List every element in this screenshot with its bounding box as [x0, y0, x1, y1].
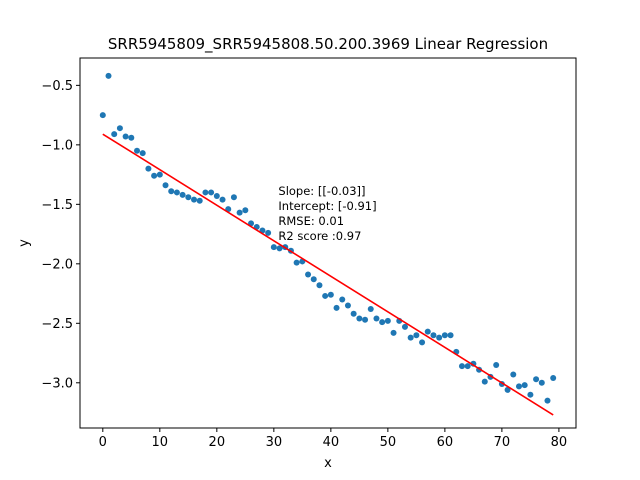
scatter-point [344, 302, 351, 309]
scatter-point [538, 379, 545, 386]
scatter-point [162, 182, 169, 189]
scatter-point [521, 382, 528, 389]
scatter-point [219, 196, 226, 203]
plot-frame [79, 57, 577, 429]
scatter-point [515, 383, 522, 390]
scatter-point [493, 361, 500, 368]
scatter-point [436, 334, 443, 341]
scatter-point [441, 332, 448, 339]
scatter-point [339, 296, 346, 303]
plot-area [80, 58, 576, 428]
scatter-point [276, 245, 283, 252]
scatter-point [270, 244, 277, 251]
scatter-point [128, 134, 135, 141]
scatter-point [236, 209, 243, 216]
scatter-point [293, 259, 300, 266]
scatter-point [333, 304, 340, 311]
scatter-point [527, 391, 534, 398]
scatter-point [464, 363, 471, 370]
chart-marks [99, 72, 557, 416]
scatter-point [230, 194, 237, 201]
regression-stats-annotation: Slope: [[-0.03]]Intercept: [-0.91]RMSE: … [278, 184, 376, 243]
scatter-point [134, 147, 141, 154]
scatter-point [401, 323, 408, 330]
x-tick-label: 10 [152, 435, 169, 450]
scatter-point [379, 319, 386, 326]
scatter-point [533, 376, 540, 383]
scatter-point [116, 125, 123, 132]
x-tick-label: 30 [266, 435, 283, 450]
annotation-line: R2 score :0.97 [278, 229, 361, 243]
annotation-line: Intercept: [-0.91] [278, 199, 376, 213]
scatter-point [305, 271, 312, 278]
scatter-point [179, 191, 186, 198]
scatter-point [510, 371, 517, 378]
scatter-point [447, 332, 454, 339]
scatter-point [384, 317, 391, 324]
scatter-point [481, 378, 488, 385]
scatter-point [419, 339, 426, 346]
scatter-point [168, 188, 175, 195]
y-tick-label: −2.5 [41, 317, 73, 332]
x-axis-label: x [324, 456, 332, 471]
scatter-point [424, 328, 431, 335]
scatter-point [156, 171, 163, 178]
scatter-point [213, 193, 220, 200]
chart-title: SRR5945809_SRR5945808.50.200.3969 Linear… [108, 35, 548, 54]
scatter-point [151, 172, 158, 179]
scatter-point [544, 397, 551, 404]
scatter-point [504, 386, 511, 393]
scatter-point [310, 276, 317, 283]
scatter-point [367, 306, 374, 313]
x-tick-label: 20 [209, 435, 226, 450]
regression-line [102, 133, 554, 416]
scatter-point [111, 131, 118, 138]
scatter-point [202, 189, 209, 196]
scatter-point [356, 315, 363, 322]
scatter-point [105, 72, 112, 79]
scatter-point [208, 189, 215, 196]
scatter-point [185, 194, 192, 201]
scatter-point [362, 316, 369, 323]
scatter-point [173, 189, 180, 196]
scatter-point [322, 292, 329, 299]
scatter-point [191, 196, 198, 203]
y-tick-label: −3.0 [41, 376, 73, 391]
annotation-line: Slope: [[-0.03]] [278, 184, 365, 198]
x-tick-label: 0 [99, 435, 107, 450]
y-tick-label: −1.0 [41, 138, 73, 153]
x-tick-label: 70 [494, 435, 511, 450]
scatter-point [550, 375, 557, 382]
scatter-point [139, 150, 146, 157]
x-tick-label: 60 [437, 435, 454, 450]
y-tick-label: −2.0 [41, 257, 73, 272]
annotation-line: RMSE: 0.01 [278, 214, 344, 228]
scatter-point [327, 291, 334, 298]
scatter-point [316, 282, 323, 289]
scatter-point [373, 315, 380, 322]
scatter-point [145, 165, 152, 172]
scatter-point [390, 329, 397, 336]
scatter-point [242, 207, 249, 214]
scatter-point [458, 363, 465, 370]
scatter-point [350, 310, 357, 317]
y-tick-label: −0.5 [41, 79, 73, 94]
y-axis-label: y [17, 239, 32, 247]
chart-axes: 0 10 20 30 40 50 60 70 80 −0.5 −1.0 −1.5 −2.0 −2.5 −3.… [41, 79, 567, 450]
y-tick-label: −1.5 [41, 198, 73, 213]
x-tick-label: 40 [323, 435, 340, 450]
scatter-point [99, 112, 106, 119]
x-tick-label: 80 [551, 435, 568, 450]
scatter-point [407, 334, 414, 341]
scatter-point [196, 197, 203, 204]
scatter-point [122, 133, 129, 140]
scatter-point [413, 332, 420, 339]
scatter-point [430, 332, 437, 339]
x-tick-label: 50 [380, 435, 397, 450]
scatter-point [265, 229, 272, 236]
